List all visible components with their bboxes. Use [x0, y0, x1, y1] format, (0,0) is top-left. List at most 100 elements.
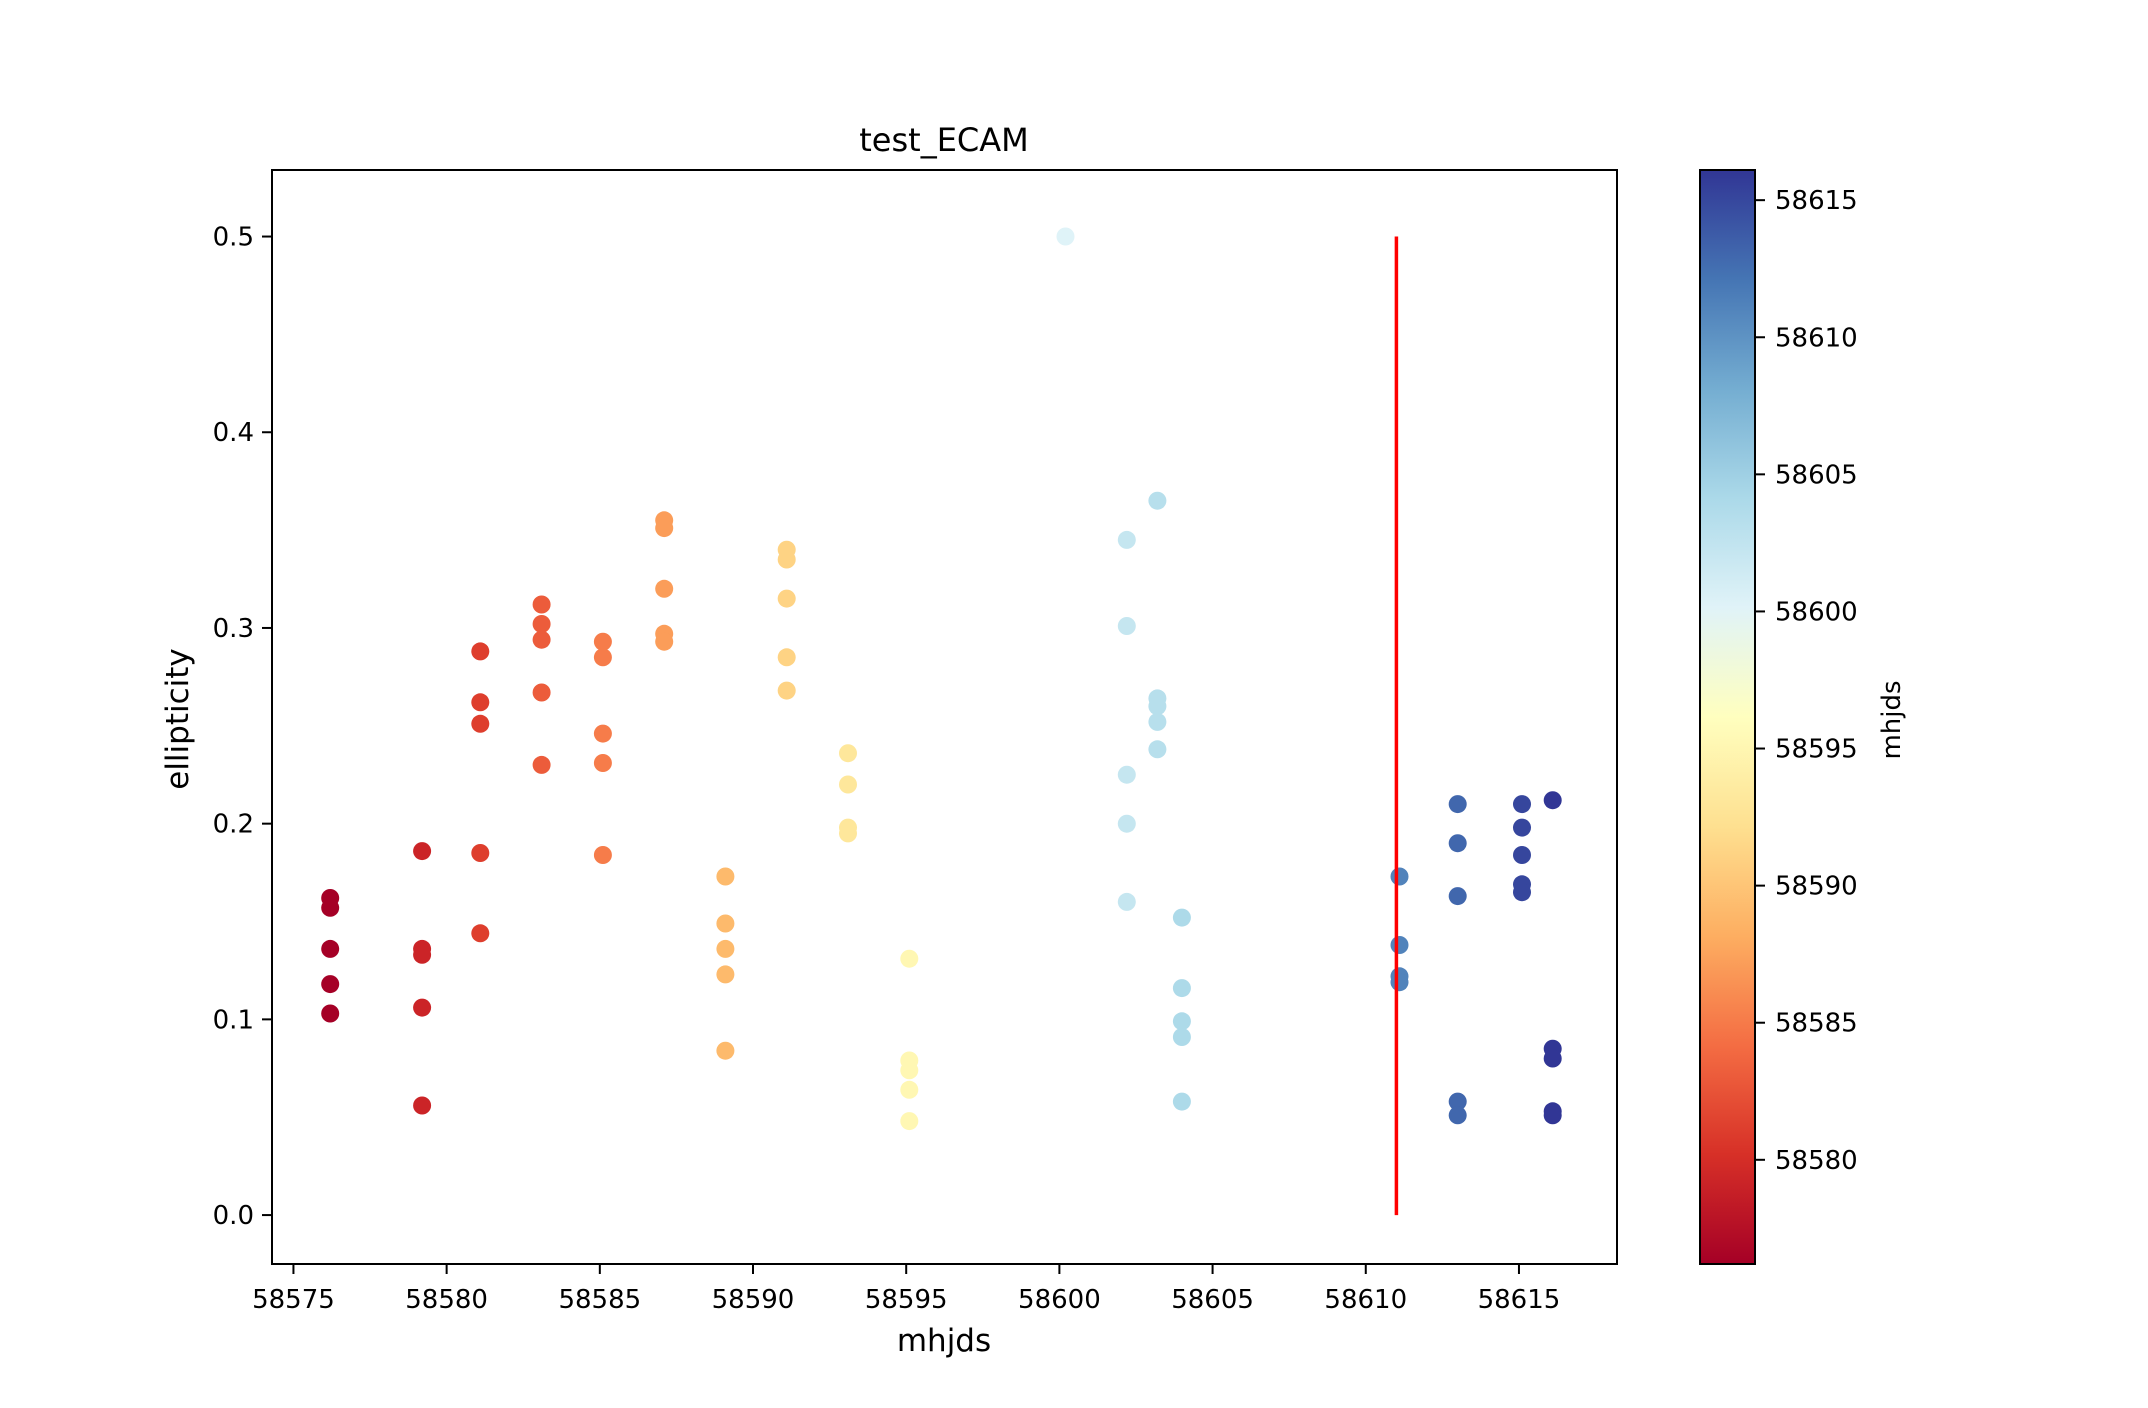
data-point: [471, 693, 490, 712]
colorbar-tick-label: 58610: [1775, 323, 1858, 353]
data-point: [532, 595, 551, 614]
data-point: [1148, 740, 1167, 759]
data-point: [471, 642, 490, 661]
data-point: [839, 744, 857, 763]
data-point: [593, 754, 612, 772]
data-point: [1448, 1106, 1467, 1125]
data-point: [593, 846, 612, 864]
y-tick-label: 0.4: [213, 418, 254, 448]
data-point: [413, 945, 432, 964]
chart-title: test_ECAM: [859, 121, 1029, 159]
data-point: [655, 519, 674, 538]
colorbar-tick-label: 58595: [1775, 735, 1858, 765]
data-point: [532, 755, 551, 774]
data-point: [321, 898, 340, 917]
colorbar-tick-label: 58590: [1775, 872, 1858, 902]
colorbar-tick-label: 58605: [1775, 460, 1858, 490]
data-point: [1172, 1028, 1191, 1046]
data-point: [1117, 530, 1136, 549]
y-axis: 0.0 0.1 0.2 0.3 0.4 0.5: [213, 223, 272, 1231]
colorbar-tick-label: 58585: [1775, 1009, 1858, 1039]
data-point: [1543, 791, 1562, 810]
y-tick-label: 0.0: [213, 1201, 254, 1231]
data-point: [1513, 795, 1531, 814]
data-point: [1117, 892, 1136, 911]
data-point: [1390, 867, 1409, 886]
colorbar-ticks: 58580 58585 58590 58595 58600 58605 58610 58615: [1755, 186, 1858, 1176]
data-point: [1513, 883, 1531, 902]
data-point: [839, 824, 857, 843]
data-point: [777, 648, 796, 667]
data-point: [1513, 846, 1531, 864]
x-tick-label: 58605: [1171, 1285, 1254, 1315]
data-point: [593, 632, 612, 651]
data-point: [413, 842, 432, 861]
data-point: [471, 714, 490, 733]
x-tick-label: 58595: [865, 1285, 948, 1315]
data-point: [1448, 1092, 1467, 1111]
data-point: [777, 681, 796, 700]
y-axis-label: ellipticity: [160, 648, 196, 790]
data-point: [413, 998, 432, 1017]
data-point: [1117, 617, 1136, 635]
data-point: [471, 924, 490, 943]
data-point: [716, 867, 735, 886]
data-point: [655, 579, 674, 598]
data-point: [1543, 1049, 1562, 1068]
data-point: [471, 844, 490, 862]
x-tick-label: 58575: [252, 1285, 335, 1315]
data-point: [532, 630, 551, 649]
data-point: [777, 589, 796, 608]
data-point: [839, 775, 857, 794]
data-point: [900, 1080, 919, 1099]
colorbar-tick-label: 58615: [1775, 186, 1858, 216]
x-tick-label: 58600: [1018, 1285, 1101, 1315]
colorbar: 58580 58585 58590 58595 58600 58605 58610 58615…: [1699, 169, 1907, 1265]
data-point: [1390, 936, 1409, 954]
data-point: [1172, 1012, 1191, 1031]
data-point: [655, 632, 674, 651]
data-point: [900, 949, 919, 968]
x-axis: 58575 58580 58585 58590 58595 58600 58605 58610…: [252, 1264, 1560, 1315]
data-points: [321, 227, 1562, 1131]
data-point: [716, 939, 735, 958]
data-point: [716, 914, 735, 933]
x-tick-label: 58615: [1478, 1285, 1561, 1315]
data-point: [1148, 491, 1167, 510]
data-point: [900, 1061, 919, 1080]
data-point: [532, 683, 551, 702]
x-axis-label: mhjds: [897, 1323, 991, 1359]
colorbar-label: mhjds: [1877, 680, 1907, 759]
data-point: [716, 1041, 735, 1060]
data-point: [1513, 818, 1531, 837]
plot-area: [271, 169, 1618, 1265]
plot-frame: [271, 169, 1618, 1265]
y-tick-label: 0.3: [213, 614, 254, 644]
data-point: [1148, 712, 1167, 731]
y-tick-label: 0.2: [213, 810, 254, 840]
data-point: [321, 975, 340, 994]
data-point: [1117, 765, 1136, 784]
colorbar-tick-label: 58580: [1775, 1146, 1858, 1176]
data-point: [1172, 908, 1191, 927]
data-point: [1148, 697, 1167, 716]
data-point: [532, 615, 551, 633]
x-tick-label: 58580: [405, 1285, 488, 1315]
data-point: [777, 550, 796, 569]
colorbar-gradient: [1699, 169, 1756, 1265]
data-point: [321, 1004, 340, 1023]
y-tick-label: 0.5: [213, 223, 254, 253]
data-point: [413, 1096, 432, 1115]
data-point: [1172, 979, 1191, 998]
data-point: [716, 965, 735, 984]
x-tick-label: 58590: [712, 1285, 795, 1315]
data-point: [1056, 227, 1075, 246]
x-tick-label: 58610: [1324, 1285, 1407, 1315]
data-point: [321, 939, 340, 958]
data-point: [593, 648, 612, 667]
data-point: [593, 724, 612, 743]
colorbar-tick-label: 58600: [1775, 597, 1858, 627]
data-point: [1117, 814, 1136, 833]
data-point: [1543, 1106, 1562, 1125]
